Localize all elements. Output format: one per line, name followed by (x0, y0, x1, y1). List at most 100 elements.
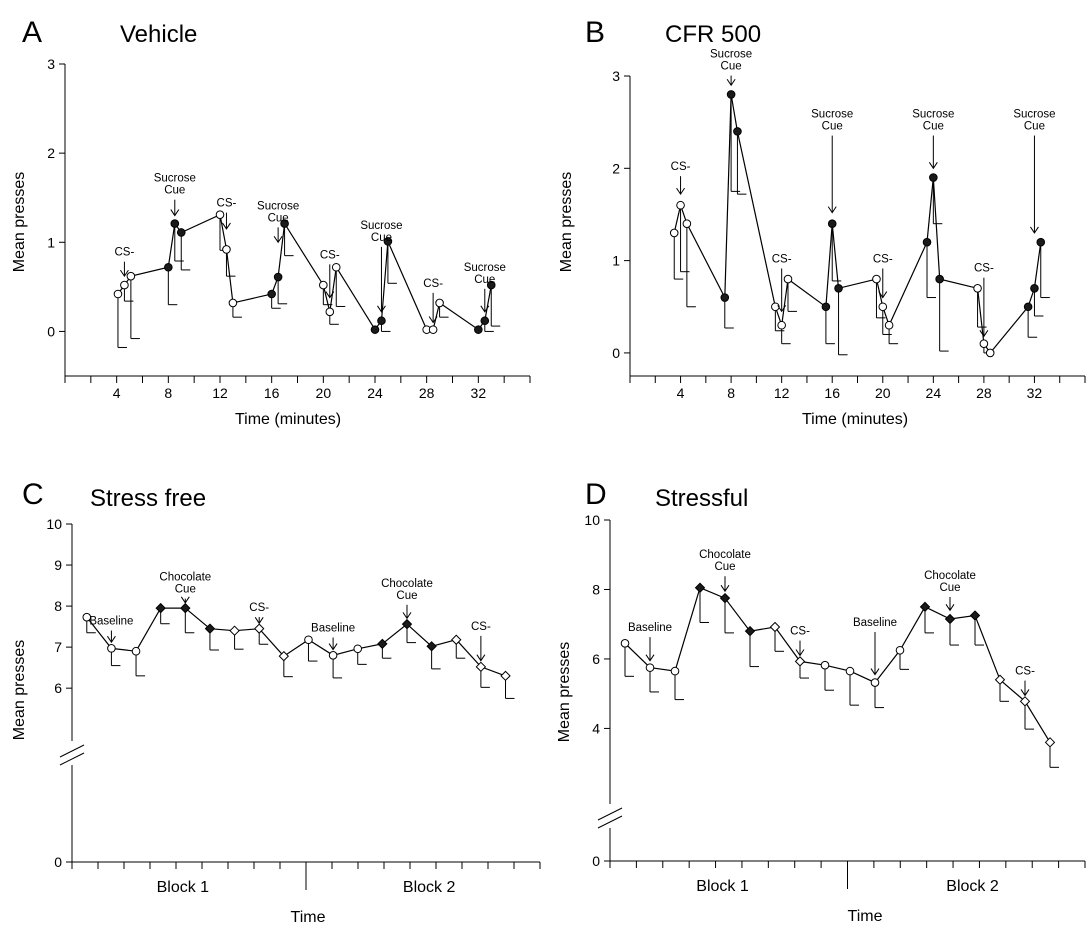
data-point-marker (944, 613, 956, 625)
chart-panel-c: C Stress free 0 6 7 8 9 10 Block 1 Block 2 Time Mea… (0, 474, 545, 949)
data-point-marker (870, 678, 880, 687)
y-tick-label: 8 (54, 598, 62, 614)
data-point-marker (935, 274, 944, 284)
annotation-arrowhead (254, 617, 264, 625)
data-point-marker (120, 280, 129, 290)
data-point-marker (164, 262, 173, 272)
y-tick-label: 7 (54, 639, 62, 655)
x-tick-label: 4 (677, 385, 685, 401)
annotation-arrowhead (170, 209, 180, 217)
data-point-marker (670, 666, 680, 676)
annotation-label: CS- (471, 621, 491, 633)
annotation-arrowhead (180, 596, 190, 604)
y-tick-label: 0 (47, 323, 55, 339)
chart-svg-d: D Stressful 0 4 6 8 10 Block 1 Block 2 Time Mean p… (556, 478, 1086, 925)
annotation-label: CS- (873, 253, 893, 265)
panel-title-b: CFR 500 (665, 21, 761, 48)
data-point-marker (820, 660, 830, 670)
annotation-arrowhead (222, 222, 231, 230)
data-point-marker (222, 245, 231, 254)
annotation-label: Cue (714, 561, 735, 573)
data-point-marker (929, 173, 938, 182)
annotation-label: Cue (822, 121, 843, 133)
data-point-marker (769, 621, 781, 633)
annotation-label: Baseline (311, 623, 355, 635)
annotation-arrowhead (328, 643, 338, 651)
data-point-marker (273, 272, 283, 282)
data-point-marker (726, 90, 736, 99)
data-point-marker (82, 612, 92, 622)
annotation-arrowhead (827, 206, 837, 214)
y-tick-label: 1 (612, 253, 620, 269)
annotation-arrowhead (402, 612, 412, 620)
annotation-label: CS- (249, 602, 269, 614)
annotation-label: Cue (175, 584, 196, 596)
annotation-label: Sucrose (710, 49, 752, 61)
data-point-marker (620, 639, 630, 648)
panel-letter-d: D (585, 478, 607, 511)
x-tick-label: 20 (875, 385, 891, 401)
x-axis-label: Time (minutes) (802, 411, 908, 428)
data-point-marker (500, 670, 511, 682)
axis-break-mark (59, 744, 85, 758)
data-point-marker (733, 127, 742, 136)
data-point-marker (480, 316, 490, 326)
block-label: Block 1 (696, 878, 749, 895)
annotation-arrowhead (1030, 226, 1039, 234)
y-axis-label: Mean presses (11, 640, 28, 741)
x-tick-label: 16 (824, 385, 840, 401)
annotation-arrowhead (428, 316, 438, 324)
annotation-label: Sucrose (257, 200, 299, 212)
annotation-label: Sucrose (154, 173, 196, 185)
data-point-marker (319, 280, 328, 290)
annotation-label: Cue (923, 121, 944, 133)
panel-title-d: Stressful (655, 485, 748, 512)
y-tick-label: 2 (47, 145, 55, 161)
chart-panel-a: A Vehicle 0 1 2 3 4 8 12 16 20 24 28 32 Time (minutes)… (0, 0, 545, 474)
data-point-marker (228, 298, 238, 308)
annotation-arrowhead (480, 305, 490, 313)
block-label: Block 2 (946, 878, 999, 895)
data-point-marker (253, 623, 265, 634)
data-point-marker (353, 644, 363, 654)
annotation-label: Sucrose (811, 109, 853, 121)
data-point-marker (377, 316, 386, 326)
annotation-label: Cue (474, 274, 495, 286)
annotation-label: CS- (1015, 666, 1035, 678)
data-point-marker (328, 651, 338, 660)
data-point-marker (777, 320, 786, 330)
annotation-label: Sucrose (360, 220, 402, 232)
annotation-label: CS- (790, 626, 810, 638)
x-tick-label: 12 (774, 385, 790, 401)
annotation-arrowhead (795, 649, 805, 657)
panel-title-a: Vehicle (120, 21, 197, 48)
data-point-marker (229, 625, 240, 636)
annotation-arrowhead (726, 78, 736, 87)
annotation-label: Cue (1024, 121, 1045, 133)
annotation-arrowhead (273, 236, 283, 244)
data-point-marker (278, 650, 290, 662)
panel-title-c: Stress free (90, 485, 206, 512)
annotation-label: Cue (371, 232, 392, 244)
series-line (673, 94, 1042, 354)
annotation-label: Sucrose (464, 262, 506, 274)
annotation-label: Chocolate (924, 570, 976, 582)
block-label: Block 1 (157, 879, 210, 896)
data-point-marker (176, 228, 186, 237)
annotation-arrowhead (777, 305, 787, 313)
data-point-marker (834, 284, 843, 293)
x-tick-label: 24 (926, 385, 942, 401)
data-point-marker (720, 293, 730, 302)
data-point-marker (783, 274, 793, 284)
x-tick-label: 24 (367, 385, 383, 401)
chart-panel-b: B CFR 500 0 1 2 3 4 8 12 16 20 24 28 32 Time (minutes)… (545, 0, 1090, 474)
data-point-marker (973, 284, 982, 293)
data-point-marker (845, 666, 855, 676)
data-point-marker (669, 228, 679, 238)
data-point-marker (215, 210, 225, 219)
y-tick-label: 6 (54, 680, 62, 696)
data-point-marker (426, 641, 437, 652)
data-point-marker (645, 663, 655, 672)
